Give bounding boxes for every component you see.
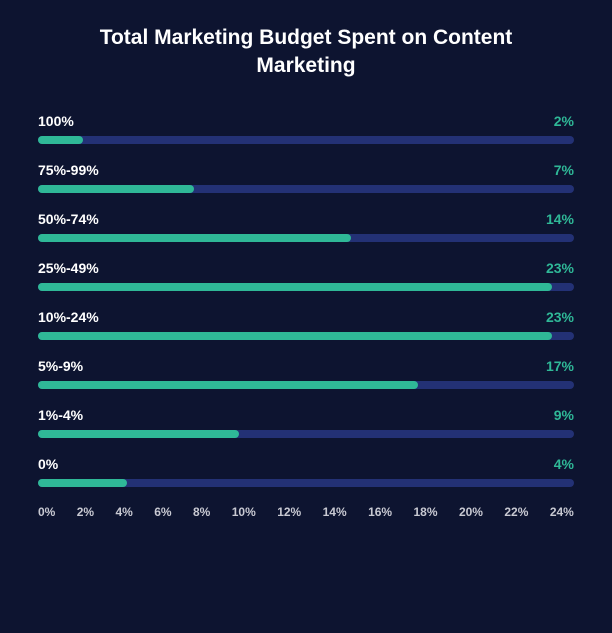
bar-value-label: 23%	[546, 309, 574, 325]
bar-fill	[38, 381, 418, 389]
bar-value-label: 9%	[554, 407, 574, 423]
x-axis-tick: 22%	[504, 505, 528, 519]
bar-row: 10%-24% 23%	[38, 309, 574, 340]
bar-category-label: 100%	[38, 113, 74, 129]
bar-value-label: 7%	[554, 162, 574, 178]
x-axis-tick: 12%	[277, 505, 301, 519]
x-axis-tick: 20%	[459, 505, 483, 519]
x-axis-tick: 16%	[368, 505, 392, 519]
bar-value-label: 4%	[554, 456, 574, 472]
x-axis-tick: 6%	[154, 505, 171, 519]
x-axis: 0% 2% 4% 6% 8% 10% 12% 14% 16% 18% 20% 22% 24%	[38, 505, 574, 519]
bar-value-label: 2%	[554, 113, 574, 129]
bar-value-label: 23%	[546, 260, 574, 276]
x-axis-tick: 0%	[38, 505, 55, 519]
bar-labels: 50%-74% 14%	[38, 211, 574, 227]
bar-fill	[38, 234, 351, 242]
bar-fill	[38, 430, 239, 438]
x-axis-tick: 14%	[323, 505, 347, 519]
x-axis-tick: 4%	[116, 505, 133, 519]
bar-track	[38, 381, 574, 389]
bar-row: 1%-4% 9%	[38, 407, 574, 438]
bar-fill	[38, 283, 552, 291]
bar-labels: 10%-24% 23%	[38, 309, 574, 325]
x-axis-tick: 24%	[550, 505, 574, 519]
bar-row: 0% 4%	[38, 456, 574, 487]
bar-category-label: 5%-9%	[38, 358, 83, 374]
bar-labels: 0% 4%	[38, 456, 574, 472]
bar-track	[38, 136, 574, 144]
bar-fill	[38, 479, 127, 487]
bar-fill	[38, 185, 194, 193]
bar-row: 5%-9% 17%	[38, 358, 574, 389]
bar-labels: 1%-4% 9%	[38, 407, 574, 423]
chart-title: Total Marketing Budget Spent on Content …	[38, 24, 574, 81]
bar-labels: 100% 2%	[38, 113, 574, 129]
bar-value-label: 14%	[546, 211, 574, 227]
bar-row: 50%-74% 14%	[38, 211, 574, 242]
bar-row: 100% 2%	[38, 113, 574, 144]
bar-category-label: 1%-4%	[38, 407, 83, 423]
bar-value-label: 17%	[546, 358, 574, 374]
x-axis-tick: 8%	[193, 505, 210, 519]
bar-row: 25%-49% 23%	[38, 260, 574, 291]
bar-track	[38, 332, 574, 340]
bar-category-label: 10%-24%	[38, 309, 99, 325]
bar-fill	[38, 136, 83, 144]
bar-track	[38, 479, 574, 487]
x-axis-tick: 10%	[232, 505, 256, 519]
bar-category-label: 75%-99%	[38, 162, 99, 178]
bar-labels: 25%-49% 23%	[38, 260, 574, 276]
x-axis-tick: 2%	[77, 505, 94, 519]
bar-row: 75%-99% 7%	[38, 162, 574, 193]
bar-track	[38, 430, 574, 438]
bars-area: 100%2%75%-99%7%50%-74%14%25%-49%23%10%-2…	[38, 113, 574, 487]
bar-fill	[38, 332, 552, 340]
x-axis-tick: 18%	[414, 505, 438, 519]
bar-category-label: 0%	[38, 456, 58, 472]
bar-track	[38, 185, 574, 193]
bar-labels: 75%-99% 7%	[38, 162, 574, 178]
chart-container: Total Marketing Budget Spent on Content …	[0, 0, 612, 539]
bar-labels: 5%-9% 17%	[38, 358, 574, 374]
bar-track	[38, 234, 574, 242]
bar-category-label: 50%-74%	[38, 211, 99, 227]
bar-track	[38, 283, 574, 291]
bar-category-label: 25%-49%	[38, 260, 99, 276]
